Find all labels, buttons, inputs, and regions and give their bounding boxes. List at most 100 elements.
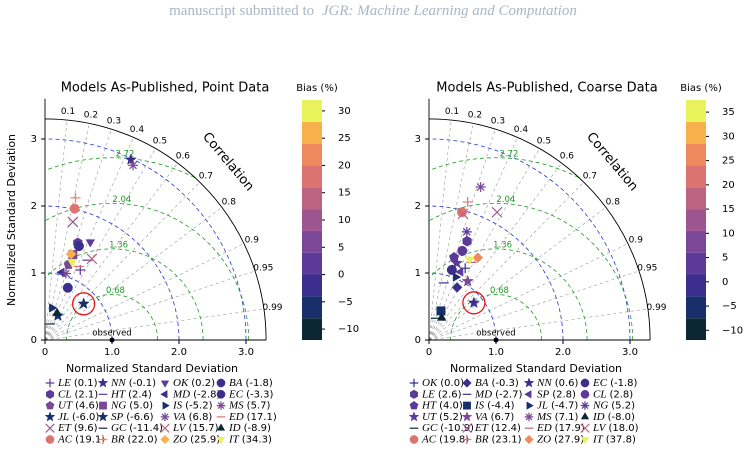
- legend-name: OK: [173, 377, 189, 389]
- model-point: [436, 312, 447, 321]
- rmsd-tick-label: 0.68: [106, 286, 125, 296]
- legend-label: BA (-1.8): [229, 377, 273, 389]
- chart-title: Models As-Published, Point Data: [61, 81, 270, 96]
- correlation-tick-label: 0.1: [445, 107, 459, 117]
- model-point: [124, 153, 137, 165]
- legend-bias: (5.2): [439, 412, 463, 423]
- legend-marker: [580, 389, 590, 399]
- legend-bias: (22.0): [127, 435, 157, 446]
- legend-label: IS (-4.4): [474, 399, 515, 411]
- colorbar-bin: [302, 230, 322, 253]
- legend-marker: [462, 435, 472, 444]
- correlation-tick-label: 0.4: [130, 125, 145, 135]
- legend-label: ET (12.4): [474, 422, 521, 434]
- legend-label: ED (17.9): [536, 422, 585, 434]
- colorbar-bin: [302, 100, 322, 122]
- legend-bias: (-2.7): [495, 389, 522, 400]
- legend-label: OK (0.0): [422, 377, 464, 389]
- colorbar-tick-label: 0: [338, 270, 344, 281]
- legend-label: ZO (27.9): [537, 433, 584, 445]
- model-point: [67, 259, 77, 268]
- legend-bias: (-0.3): [491, 378, 518, 389]
- legend-bias: (19.1): [75, 435, 105, 446]
- std-grid-arc: [428, 205, 564, 341]
- legend-label: CL (2.8): [593, 388, 633, 400]
- colorbar-tick-label: 25: [338, 133, 351, 144]
- legend-bias: (-5.2): [185, 401, 212, 412]
- legend-bias: (2.8): [609, 389, 633, 400]
- legend-marker: [45, 435, 55, 444]
- legend-bias: (6.7): [491, 412, 515, 423]
- header-text: manuscript submitted to: [169, 3, 314, 19]
- model-point: [67, 216, 79, 228]
- correlation-tick-label: 0.99: [646, 303, 666, 313]
- highlight-circle: [71, 292, 96, 316]
- correlation-grid-line: [428, 243, 629, 341]
- taylor-diagram: 0.1 0.2 0.3 0.4 0.5 0.6 0.7 0.8 0.9 0.95 0.99 0.68 1…: [408, 81, 743, 446]
- std-grid-arc: [44, 205, 180, 341]
- legend-name: UT: [58, 399, 73, 411]
- legend-bias: (-8.9): [244, 423, 271, 434]
- model-point: [446, 264, 457, 275]
- x-tick-label: 3.0: [622, 347, 638, 358]
- legend-bias: (4.6): [75, 401, 99, 412]
- correlation-tick-label: 0.6: [560, 152, 575, 162]
- legend-label: ZO (25.9): [173, 433, 220, 445]
- colorbar-tick-label: 30: [722, 131, 735, 142]
- legend-label: OK (0.2): [173, 377, 215, 389]
- legend-bias: (0.1): [74, 378, 98, 389]
- colorbar-tick-label: 15: [338, 188, 351, 199]
- x-tick-label: 0: [426, 347, 432, 358]
- rmsd-grid-arc: [429, 202, 634, 341]
- legend-bias: (-6.6): [126, 412, 153, 423]
- legend-name: IS: [474, 399, 485, 411]
- correlation-grid-line: [428, 270, 640, 341]
- correlation-grid-line: [428, 207, 607, 341]
- legend-name: MS: [228, 399, 244, 411]
- y-tick-label: 1: [31, 268, 37, 279]
- legend-label: LE (0.1): [57, 377, 98, 389]
- legend-marker: [463, 401, 471, 410]
- legend-label: BR (22.0): [111, 433, 158, 445]
- correlation-tick-label: 0.9: [245, 235, 260, 245]
- legend-marker: [580, 378, 590, 388]
- rmsd-grid-arc: [66, 294, 158, 340]
- colorbar-bin: [302, 274, 322, 297]
- correlation-tick-label: 0.5: [537, 136, 551, 146]
- correlation-tick-label: 0.99: [262, 303, 282, 313]
- legend-name: AC: [57, 433, 73, 445]
- correlation-grid-line: [44, 243, 245, 341]
- model-point: [73, 241, 84, 252]
- colorbar-bin: [302, 165, 322, 188]
- legend-name: GC: [111, 422, 127, 434]
- model-point: [464, 256, 475, 265]
- colorbar-label: Bias (%): [680, 83, 722, 94]
- colorbar-tick-label: 5: [722, 253, 728, 264]
- correlation-grid-line: [44, 270, 256, 341]
- colorbar-bin: [302, 121, 322, 144]
- legend-bias: (17.1): [247, 412, 277, 423]
- correlation-tick-label: 0.9: [629, 235, 644, 245]
- legend-name: EC: [592, 377, 608, 389]
- model-point: [77, 297, 90, 310]
- legend-label: NN (-0.1): [110, 377, 156, 389]
- correlation-tick-label: 0.8: [606, 198, 621, 208]
- legend-bias: (17.9): [555, 423, 585, 434]
- legend-name: ET: [57, 422, 72, 434]
- legend-label: LV (18.0): [592, 422, 639, 434]
- correlation-tick-label: 0.5: [153, 136, 167, 146]
- colorbar-tick-label: −5: [722, 301, 737, 312]
- correlation-tick-label: 0.2: [84, 110, 98, 120]
- legend-label: NG (5.0): [110, 399, 153, 411]
- legend-marker: [462, 423, 472, 433]
- legend-label: UT (4.6): [58, 399, 99, 411]
- legend-bias: (-10.9): [440, 423, 474, 434]
- y-tick-label: 0: [415, 335, 421, 346]
- legend-marker: [99, 401, 107, 410]
- legend-bias: (0.0): [440, 378, 464, 389]
- legend-bias: (25.9): [190, 435, 220, 446]
- legend-name: ZO: [537, 433, 551, 445]
- model-point: [491, 206, 503, 218]
- x-tick-label: 0: [42, 347, 48, 358]
- model-point: [467, 296, 481, 309]
